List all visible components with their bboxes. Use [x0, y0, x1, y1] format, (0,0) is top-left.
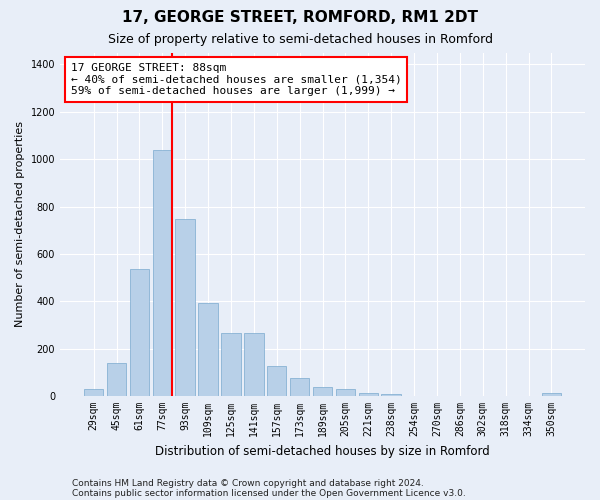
Bar [130, 270, 149, 396]
Bar [175, 219, 195, 396]
Bar [335, 389, 355, 396]
Bar [107, 363, 126, 396]
Text: Contains HM Land Registry data © Crown copyright and database right 2024.: Contains HM Land Registry data © Crown c… [72, 478, 424, 488]
Y-axis label: Number of semi-detached properties: Number of semi-detached properties [15, 122, 25, 328]
Bar [359, 392, 378, 396]
Bar [267, 366, 286, 396]
Bar [221, 334, 241, 396]
Text: 17, GEORGE STREET, ROMFORD, RM1 2DT: 17, GEORGE STREET, ROMFORD, RM1 2DT [122, 10, 478, 25]
X-axis label: Distribution of semi-detached houses by size in Romford: Distribution of semi-detached houses by … [155, 444, 490, 458]
Bar [199, 303, 218, 396]
Bar [84, 390, 103, 396]
Text: Size of property relative to semi-detached houses in Romford: Size of property relative to semi-detach… [107, 32, 493, 46]
Text: Contains public sector information licensed under the Open Government Licence v3: Contains public sector information licen… [72, 488, 466, 498]
Bar [290, 378, 310, 396]
Bar [152, 150, 172, 396]
Bar [542, 393, 561, 396]
Bar [382, 394, 401, 396]
Text: 17 GEORGE STREET: 88sqm
← 40% of semi-detached houses are smaller (1,354)
59% of: 17 GEORGE STREET: 88sqm ← 40% of semi-de… [71, 63, 401, 96]
Bar [244, 334, 263, 396]
Bar [313, 387, 332, 396]
